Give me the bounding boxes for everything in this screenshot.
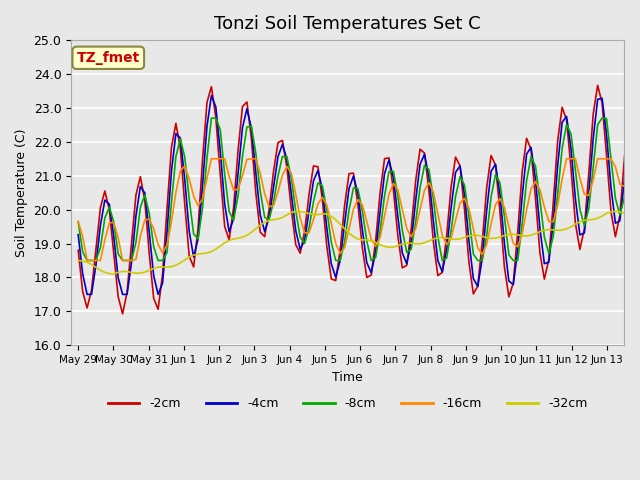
Text: TZ_fmet: TZ_fmet bbox=[77, 51, 140, 65]
Title: Tonzi Soil Temperatures Set C: Tonzi Soil Temperatures Set C bbox=[214, 15, 481, 33]
Y-axis label: Soil Temperature (C): Soil Temperature (C) bbox=[15, 129, 28, 257]
Legend: -2cm, -4cm, -8cm, -16cm, -32cm: -2cm, -4cm, -8cm, -16cm, -32cm bbox=[103, 392, 593, 415]
X-axis label: Time: Time bbox=[332, 371, 363, 384]
